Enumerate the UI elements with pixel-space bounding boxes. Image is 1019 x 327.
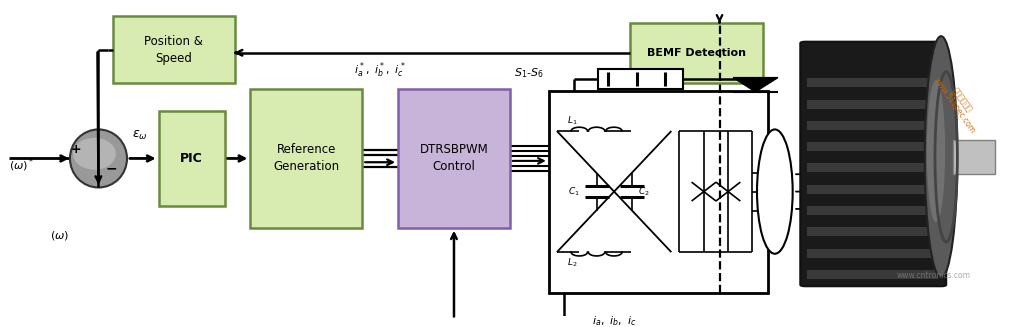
- Text: −: −: [106, 161, 117, 175]
- FancyBboxPatch shape: [397, 89, 510, 228]
- Bar: [807, 270, 937, 279]
- Bar: [807, 227, 937, 236]
- FancyBboxPatch shape: [630, 23, 762, 83]
- Text: $i_a^*,\ i_b^*,\ i_c^*$: $i_a^*,\ i_b^*,\ i_c^*$: [354, 60, 406, 80]
- Text: $(\omega)^*$: $(\omega)^*$: [9, 156, 34, 174]
- Ellipse shape: [756, 129, 792, 254]
- Text: $i_a,\ i_b,\ i_c$: $i_a,\ i_b,\ i_c$: [592, 314, 636, 327]
- Text: +: +: [70, 143, 82, 156]
- FancyBboxPatch shape: [158, 111, 224, 206]
- FancyBboxPatch shape: [250, 89, 362, 228]
- Bar: [807, 206, 937, 215]
- Text: $L_1$: $L_1$: [567, 114, 577, 127]
- FancyBboxPatch shape: [800, 42, 946, 286]
- Text: $C_2$: $C_2$: [638, 186, 649, 198]
- Ellipse shape: [924, 36, 957, 278]
- Text: BEMF Detection: BEMF Detection: [646, 48, 745, 58]
- Ellipse shape: [926, 80, 945, 222]
- Polygon shape: [733, 77, 777, 92]
- Text: $S_1\text{-}S_6$: $S_1\text{-}S_6$: [514, 66, 544, 80]
- Bar: [597, 69, 683, 89]
- Text: 环球电气之家
www.51spec.com: 环球电气之家 www.51spec.com: [930, 70, 984, 135]
- Bar: [807, 121, 937, 130]
- Bar: [807, 142, 937, 151]
- Ellipse shape: [70, 129, 127, 187]
- Bar: [807, 99, 937, 109]
- Bar: [548, 91, 767, 293]
- Text: Position &
Speed: Position & Speed: [145, 35, 203, 65]
- Text: PIC: PIC: [180, 152, 203, 165]
- Text: Reference
Generation: Reference Generation: [273, 144, 339, 173]
- Bar: [807, 185, 937, 194]
- Bar: [807, 249, 937, 258]
- Text: $L_2$: $L_2$: [567, 256, 577, 269]
- Text: $C_1$: $C_1$: [568, 186, 580, 198]
- Text: $(\omega)$: $(\omega)$: [50, 230, 68, 242]
- Text: www.cntronics.com: www.cntronics.com: [896, 271, 970, 280]
- Bar: [807, 78, 937, 87]
- Text: DTRSBPWM
Control: DTRSBPWM Control: [419, 144, 488, 173]
- Bar: [807, 164, 937, 173]
- Ellipse shape: [73, 138, 116, 170]
- FancyBboxPatch shape: [113, 16, 234, 83]
- Text: $\varepsilon_{\omega}$: $\varepsilon_{\omega}$: [132, 129, 148, 142]
- Bar: [953, 140, 994, 174]
